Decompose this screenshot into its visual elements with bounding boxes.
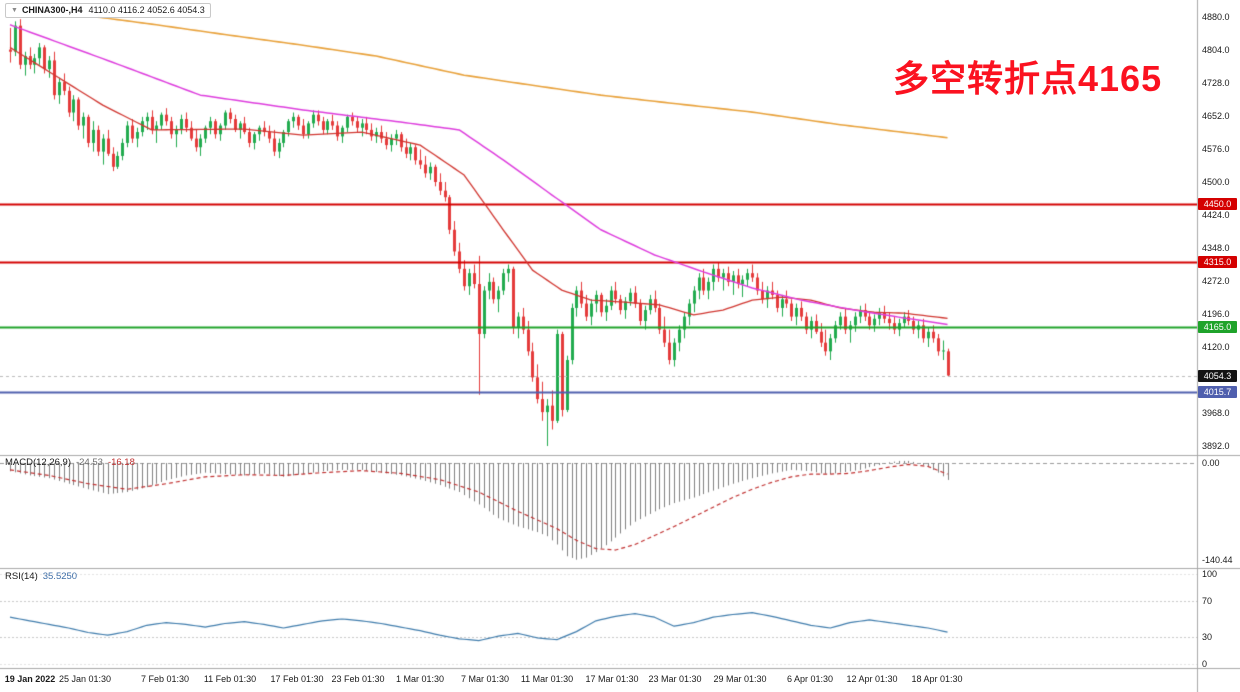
time-tick-label: 25 Jan 01:30 xyxy=(58,674,112,684)
macd-name: MACD(12,26,9) xyxy=(5,457,71,468)
price-tick-label: 4728.0 xyxy=(1202,78,1230,88)
price-tag: 4165.0 xyxy=(1198,321,1237,334)
collapse-down-triangle-icon[interactable]: ▼ xyxy=(11,7,18,14)
time-tick-label: 1 Mar 01:30 xyxy=(395,674,445,684)
price-tag: 4054.3 xyxy=(1198,369,1237,382)
rsi-tick-label: 0 xyxy=(1202,659,1208,669)
time-tick-label: 23 Mar 01:30 xyxy=(648,674,702,684)
symbol-title: CHINA300-,H4 xyxy=(21,5,83,15)
price-tag: 4315.0 xyxy=(1198,256,1237,269)
symbol-ohlc-values: 4110.0 4116.2 4052.6 4054.3 xyxy=(88,5,205,15)
rsi-indicator-label: RSI(14) 35.5250 xyxy=(5,571,77,582)
time-tick-label: 29 Mar 01:30 xyxy=(713,674,767,684)
time-tick-label: 19 Jan 2022 xyxy=(4,674,56,684)
macd-axis[interactable]: 0.00 -140.44 xyxy=(1197,455,1240,568)
time-tick-label: 12 Apr 01:30 xyxy=(846,674,898,684)
macd-tick-label: 0.00 xyxy=(1202,458,1220,468)
price-tag: 4450.0 xyxy=(1198,197,1237,210)
price-tick-label: 4500.0 xyxy=(1202,177,1230,187)
price-tick-label: 4120.0 xyxy=(1202,342,1230,352)
time-tick-label: 11 Feb 01:30 xyxy=(203,674,257,684)
rsi-value: 35.5250 xyxy=(42,571,78,582)
rsi-name: RSI(14) xyxy=(5,571,38,582)
rsi-tick-label: 100 xyxy=(1202,569,1218,579)
macd-main-value: -24.53 xyxy=(76,457,103,468)
price-tick-label: 4348.0 xyxy=(1202,243,1230,253)
time-tick-label: 18 Apr 01:30 xyxy=(911,674,963,684)
rsi-tick-label: 70 xyxy=(1202,596,1213,606)
rsi-axis[interactable]: 100 70 30 0 xyxy=(1197,568,1240,669)
rsi-tick-label: 30 xyxy=(1202,632,1213,642)
time-tick-label: 17 Mar 01:30 xyxy=(585,674,639,684)
time-axis[interactable]: 19 Jan 2022 25 Jan 01:30 7 Feb 01:30 11 Feb… xyxy=(0,668,1197,692)
price-tick-label: 4576.0 xyxy=(1202,144,1230,154)
price-tick-label: 4880.0 xyxy=(1202,12,1230,22)
price-tick-label: 4424.0 xyxy=(1202,210,1230,220)
price-tag: 4015.7 xyxy=(1198,386,1237,399)
price-tick-label: 3892.0 xyxy=(1202,441,1230,451)
macd-indicator-label: MACD(12,26,9) -24.53 -16.18 xyxy=(5,457,135,468)
price-tick-label: 4804.0 xyxy=(1202,45,1230,55)
time-tick-label: 6 Apr 01:30 xyxy=(786,674,834,684)
price-tick-label: 3968.0 xyxy=(1202,408,1230,418)
macd-signal-value: -16.18 xyxy=(107,457,135,468)
price-tick-label: 4272.0 xyxy=(1202,276,1230,286)
time-tick-label: 23 Feb 01:30 xyxy=(331,674,385,684)
price-tick-label: 4196.0 xyxy=(1202,309,1230,319)
time-tick-label: 7 Mar 01:30 xyxy=(460,674,510,684)
symbol-info-bar: ▼ CHINA300-,H4 4110.0 4116.2 4052.6 4054.3 xyxy=(5,3,211,18)
time-tick-label: 7 Feb 01:30 xyxy=(140,674,190,684)
time-tick-label: 17 Feb 01:30 xyxy=(270,674,324,684)
price-axis[interactable]: 4880.0 4804.0 4728.0 4652.0 4576.0 4500.0 4424… xyxy=(1197,0,1240,455)
macd-tick-label: -140.44 xyxy=(1202,555,1233,565)
price-tick-label: 4652.0 xyxy=(1202,111,1230,121)
chart-annotation-text[interactable]: 多空转折点4165 xyxy=(893,58,1163,99)
time-tick-label: 11 Mar 01:30 xyxy=(520,674,574,684)
